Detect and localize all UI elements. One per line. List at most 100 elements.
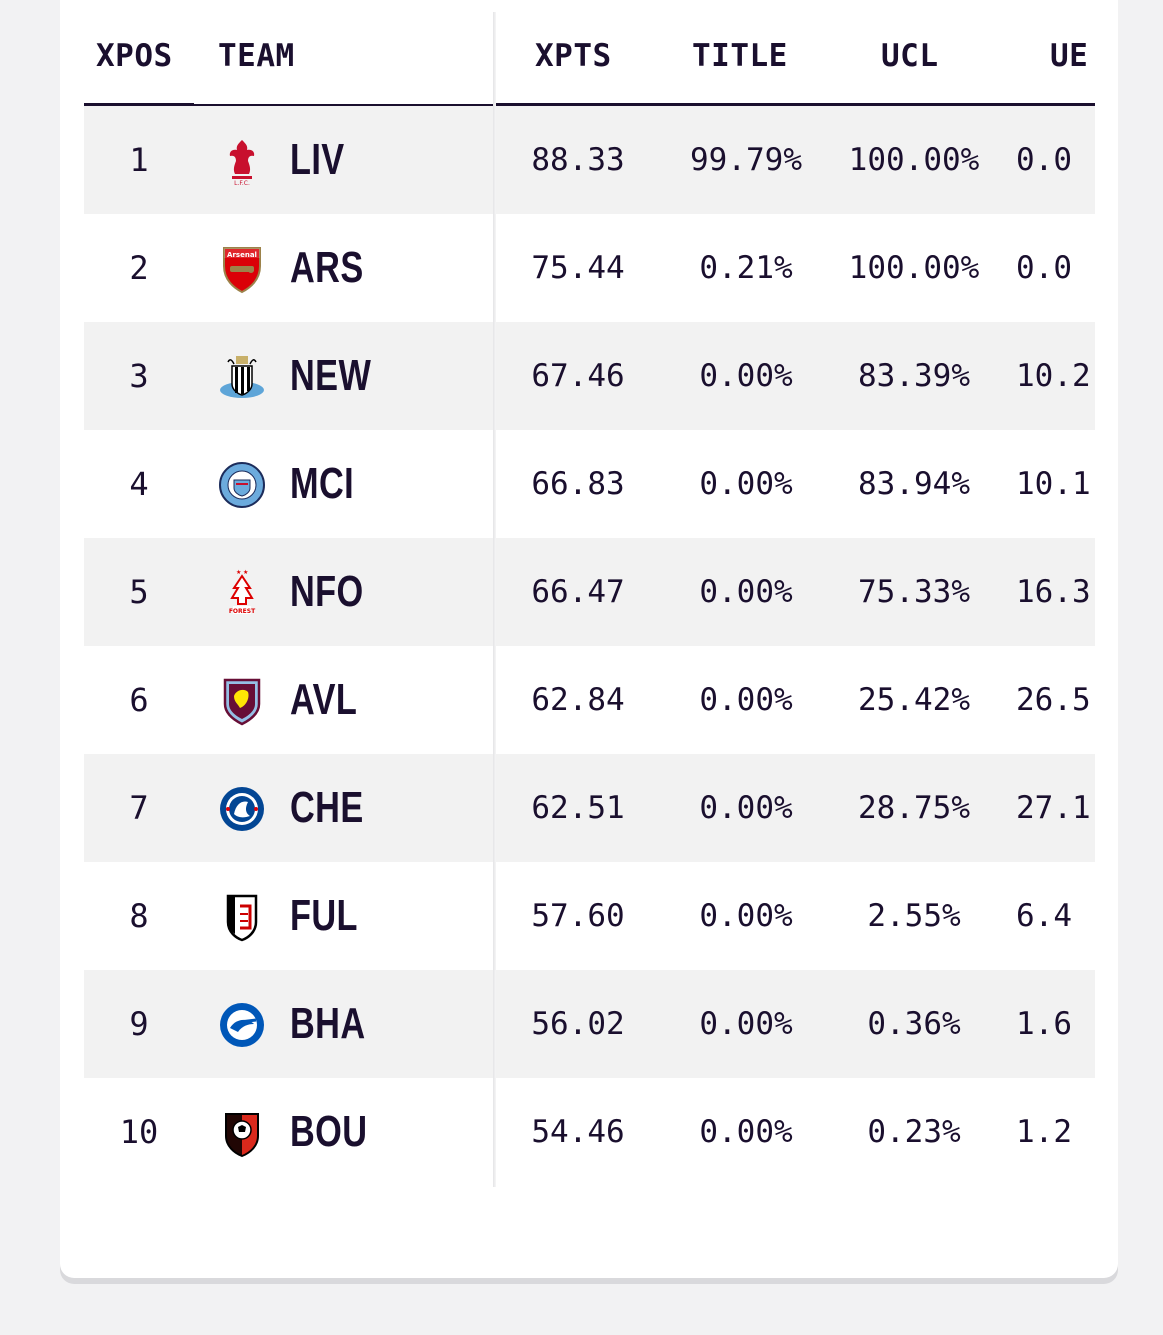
ue-cell: 1.2	[1016, 1114, 1072, 1150]
position-cell: 8	[129, 897, 149, 935]
fulham-crest-icon	[226, 894, 258, 942]
team-name-cell[interactable]: MCI	[290, 459, 355, 508]
position-cell: 1	[129, 141, 149, 179]
xpts-cell: 88.33	[531, 142, 625, 178]
xpts-cell: 54.46	[531, 1114, 625, 1150]
ucl-cell: 0.23%	[867, 1114, 961, 1150]
title-cell: 0.00%	[699, 1114, 793, 1150]
title-cell: 0.21%	[699, 250, 793, 286]
header-ucl[interactable]: UCL	[881, 38, 939, 74]
title-cell: 99.79%	[690, 142, 802, 178]
header-xpos[interactable]: XPOS	[96, 38, 173, 74]
ue-cell: 6.4	[1016, 898, 1072, 934]
row-scroll-background	[494, 754, 1095, 862]
position-cell: 6	[129, 681, 149, 719]
ucl-cell: 83.39%	[858, 358, 970, 394]
title-cell: 0.00%	[699, 574, 793, 610]
ue-cell: 10.2	[1016, 358, 1091, 394]
table-row[interactable]: 6 AVL 62.84 0.00% 25.42% 26.5	[84, 646, 1095, 754]
header-team[interactable]: TEAM	[218, 38, 295, 74]
title-cell: 0.00%	[699, 790, 793, 826]
ucl-cell: 0.36%	[867, 1006, 961, 1042]
row-sticky-background	[84, 538, 494, 646]
table-row[interactable]: 2 ARS 75.44 0.21% 100.00% 0.0	[84, 214, 1095, 322]
position-cell: 2	[129, 249, 149, 287]
ucl-cell: 28.75%	[858, 790, 970, 826]
table-row[interactable]: 1 LIV 88.33 99.79% 100.00% 0.0	[84, 106, 1095, 214]
xpts-cell: 62.51	[531, 790, 625, 826]
position-cell: 3	[129, 357, 149, 395]
table-row[interactable]: 9 BHA 56.02 0.00% 0.36% 1.6	[84, 970, 1095, 1078]
row-sticky-background	[84, 970, 494, 1078]
team-name-cell[interactable]: AVL	[290, 675, 358, 724]
ucl-cell: 100.00%	[848, 250, 980, 286]
chelsea-crest-icon	[220, 787, 264, 831]
ue-cell: 1.6	[1016, 1006, 1072, 1042]
team-name-cell[interactable]: LIV	[290, 135, 345, 184]
title-cell: 0.00%	[699, 682, 793, 718]
xpts-cell: 66.83	[531, 466, 625, 502]
brighton-crest-icon	[218, 1001, 266, 1049]
row-scroll-background	[494, 538, 1095, 646]
arsenal-crest-icon	[223, 247, 261, 293]
position-cell: 4	[129, 465, 149, 503]
row-scroll-background	[494, 970, 1095, 1078]
liverpool-crest-icon	[229, 140, 255, 186]
ucl-cell: 2.55%	[867, 898, 961, 934]
row-sticky-background	[84, 106, 494, 214]
table-row[interactable]: 10 BOU 54.46 0.00% 0.23% 1.2	[84, 1078, 1095, 1186]
xpts-cell: 56.02	[531, 1006, 625, 1042]
aston-villa-crest-icon	[223, 678, 261, 726]
xpts-cell: 62.84	[531, 682, 625, 718]
ue-cell: 0.0	[1016, 142, 1072, 178]
team-name-cell[interactable]: FUL	[290, 891, 358, 940]
ue-cell: 26.5	[1016, 682, 1091, 718]
team-name-cell[interactable]: BOU	[290, 1107, 368, 1156]
row-scroll-background	[494, 106, 1095, 214]
table-header: XPOS TEAM XPTS TITLE UCL UE	[84, 0, 1095, 106]
team-name-cell[interactable]: NFO	[290, 567, 364, 616]
team-name-cell[interactable]: CHE	[290, 783, 364, 832]
team-name-cell[interactable]: BHA	[290, 999, 366, 1048]
table-row[interactable]: 4 MCI 66.83 0.00% 83.94% 10.1	[84, 430, 1095, 538]
row-scroll-background	[494, 322, 1095, 430]
bournemouth-crest-icon	[225, 1113, 259, 1157]
ue-cell: 0.0	[1016, 250, 1072, 286]
position-cell: 7	[129, 789, 149, 827]
nottingham-forest-crest-icon	[227, 568, 258, 616]
team-name-cell[interactable]: NEW	[290, 351, 372, 400]
title-cell: 0.00%	[699, 898, 793, 934]
xpts-cell: 57.60	[531, 898, 625, 934]
table-row[interactable]: 5 NFO 66.47 0.00% 75.33% 16.3	[84, 538, 1095, 646]
xpts-cell: 67.46	[531, 358, 625, 394]
title-cell: 0.00%	[699, 358, 793, 394]
ucl-cell: 83.94%	[858, 466, 970, 502]
newcastle-crest-icon	[219, 355, 265, 399]
ue-cell: 27.1	[1016, 790, 1091, 826]
table-row[interactable]: 3 NEW 67.46 0.00% 83.39% 10.2	[84, 322, 1095, 430]
ue-cell: 16.3	[1016, 574, 1091, 610]
table-row[interactable]: 7 CHE 62.51 0.00% 28.75% 27.1	[84, 754, 1095, 862]
standings-table[interactable]: XPOS TEAM XPTS TITLE UCL UE 1 LIV 88.33 99.…	[84, 0, 1095, 1190]
ucl-cell: 75.33%	[858, 574, 970, 610]
position-cell: 9	[129, 1005, 149, 1043]
title-cell: 0.00%	[699, 466, 793, 502]
header-xpts[interactable]: XPTS	[535, 38, 612, 74]
header-underline	[494, 103, 1095, 106]
position-cell: 5	[129, 573, 149, 611]
ucl-cell: 25.42%	[858, 682, 970, 718]
header-title[interactable]: TITLE	[692, 38, 788, 74]
position-cell: 10	[119, 1113, 159, 1151]
xpts-cell: 66.47	[531, 574, 625, 610]
team-name-cell[interactable]: ARS	[290, 243, 364, 292]
sticky-column-divider	[493, 12, 496, 1187]
row-sticky-background	[84, 754, 494, 862]
title-cell: 0.00%	[699, 1006, 793, 1042]
table-row[interactable]: 8 FUL 57.60 0.00% 2.55% 6.4	[84, 862, 1095, 970]
header-ue[interactable]: UE	[1050, 38, 1089, 74]
row-sticky-background	[84, 322, 494, 430]
man-city-crest-icon	[219, 462, 265, 508]
header-underline	[84, 103, 194, 106]
table-card: XPOS TEAM XPTS TITLE UCL UE 1 LIV 88.33 99.…	[60, 0, 1118, 1278]
ue-cell: 10.1	[1016, 466, 1091, 502]
